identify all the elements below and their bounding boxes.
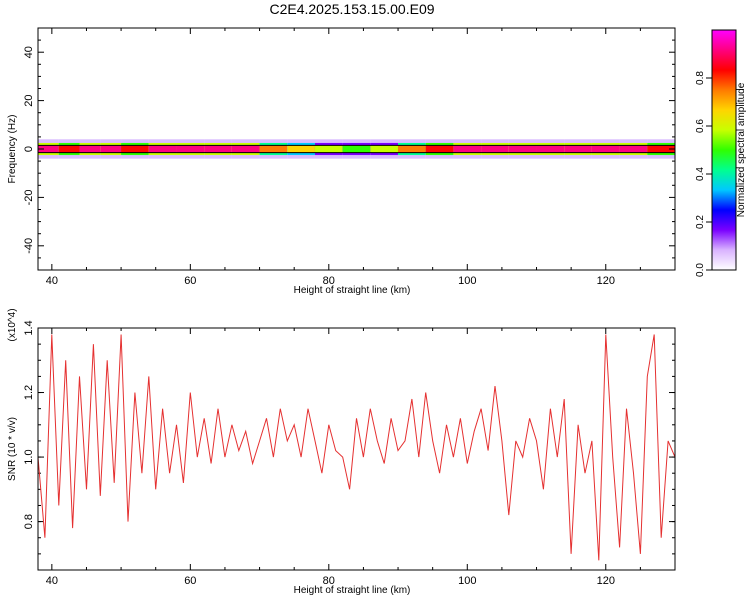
chart-title: C2E4.2025.153.15.00.E09 [269,1,434,17]
snr-series-line [37,334,676,561]
x-tick-label: 40 [46,275,58,287]
band-core-cell [100,145,122,153]
colorbar-label: Normalized spectral amplitude [736,82,747,217]
band-core-cell [38,145,59,153]
colorbar-scale [712,30,736,270]
x-tick-label: 100 [458,275,476,287]
band-core-cell [79,145,101,153]
y-tick-label: 1.0 [23,449,35,464]
heatmap-y-axis-label: Frequency (Hz) [7,115,18,184]
x-tick-label: 120 [597,275,615,287]
y-tick-label: 0 [23,146,35,152]
y-tick-label: 0.8 [23,514,35,529]
x-tick-label: 40 [46,575,58,587]
snr-line-panel: 40 60 80 100 120 0.8 1.0 1.2 1.4 Height of strai… [7,308,676,596]
colorbar-tick-label: 0.2 [695,215,706,229]
y-tick-label: 20 [23,94,35,106]
colorbar: 0.0 0.2 0.4 0.6 0.8 Normalized spectral ampl… [695,29,747,277]
y-tick-label: 40 [23,46,35,58]
band-core-cell [314,145,343,153]
y-tick-label: -20 [23,189,35,205]
band-core-cell [370,145,399,153]
band-core-cell [647,145,675,153]
x-tick-label: 80 [323,575,335,587]
x-tick-label: 60 [184,575,196,587]
band-core-cell [259,145,288,153]
band-core-cell [204,145,232,153]
y-tick-label: 1.2 [23,385,35,400]
snr-frame [37,327,676,571]
band-core-cell [398,145,426,153]
x-tick-label: 60 [184,275,196,287]
heatmap-frame [37,27,676,271]
band-core-cell [121,145,149,153]
band-core-cell [619,145,648,153]
colorbar-ticks: 0.0 0.2 0.4 0.6 0.8 [695,71,712,277]
spectral-heatmap-panel: 40 60 80 100 120 -40 -20 0 20 40 Height of straig… [7,27,676,296]
snr-y-scale-label: (x10^4) [7,308,18,341]
heatmap-x-axis-label: Height of straight line (km) [294,285,411,296]
frequency-band [38,139,675,159]
band-core-cell [508,145,537,153]
band-core-cell [176,145,205,153]
snr-plot-area [38,328,675,570]
snr-y-axis-label: SNR (10 * v/v) [7,417,18,481]
y-tick-label: -40 [23,238,35,254]
colorbar-tick-label: 0.8 [695,71,706,85]
band-core-cell [287,145,315,153]
band-core-cell [564,145,592,153]
band-core-cell [481,145,509,153]
y-tick-label: 1.4 [23,320,35,335]
colorbar-frame [711,29,737,271]
band-core-cell [453,145,482,153]
band-core-cell [231,145,260,153]
colorbar-tick-label: 0.0 [695,263,706,277]
x-tick-label: 120 [597,575,615,587]
x-tick-label: 80 [323,275,335,287]
colorbar-tick-label: 0.6 [695,119,706,133]
band-core-cell [425,145,454,153]
band-core-cell [536,145,565,153]
x-tick-label: 100 [458,575,476,587]
snr-x-axis-label: Height of straight line (km) [294,585,411,596]
colorbar-tick-label: 0.4 [695,167,706,181]
band-core-cell [148,145,177,153]
band-core-cell [58,145,80,153]
band-core-cell [342,145,371,153]
band-core-cell [591,145,620,153]
